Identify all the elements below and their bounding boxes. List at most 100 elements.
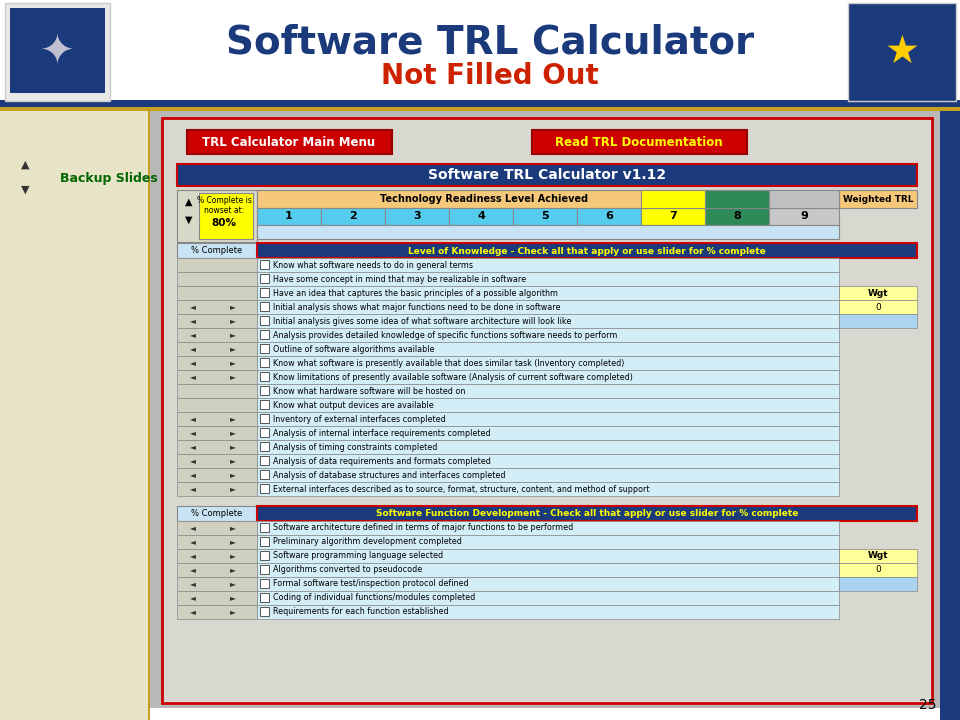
Bar	[839, 286, 917, 300]
Bar	[260, 386, 269, 395]
Text: ►: ►	[230, 317, 236, 325]
Bar	[162, 118, 932, 703]
Text: ►: ►	[230, 608, 236, 616]
Text: Read TRL Documentation: Read TRL Documentation	[555, 135, 723, 148]
Bar	[177, 300, 257, 314]
Text: Analysis of database structures and interfaces completed: Analysis of database structures and inte…	[273, 470, 506, 480]
Bar	[177, 243, 257, 258]
Text: ★: ★	[884, 33, 920, 71]
Text: ◄: ◄	[190, 608, 196, 616]
Text: ◄: ◄	[190, 302, 196, 312]
Bar	[257, 356, 839, 370]
Bar	[177, 314, 257, 328]
Bar	[260, 579, 269, 588]
Text: % Complete: % Complete	[191, 246, 243, 254]
Bar	[260, 274, 269, 283]
Text: ◄: ◄	[190, 552, 196, 560]
Bar	[705, 190, 769, 208]
Bar	[848, 3, 956, 101]
Bar	[257, 440, 839, 454]
Bar	[177, 272, 257, 286]
Bar	[177, 328, 257, 342]
Bar	[257, 314, 839, 328]
Text: ✦: ✦	[39, 31, 75, 73]
Text: Coding of individual functions/modules completed: Coding of individual functions/modules c…	[273, 593, 475, 603]
Bar	[187, 130, 392, 154]
Text: 7: 7	[669, 211, 677, 221]
Text: Software architecture defined in terms of major functions to be performed: Software architecture defined in terms o…	[273, 523, 573, 533]
Text: ◄: ◄	[190, 456, 196, 466]
Text: 6: 6	[605, 211, 612, 221]
Bar	[150, 111, 940, 708]
Text: Weighted TRL: Weighted TRL	[843, 194, 913, 204]
Bar	[177, 384, 257, 398]
Bar	[260, 414, 269, 423]
Bar	[177, 549, 257, 563]
Bar	[199, 193, 253, 239]
Text: Have some concept in mind that may be realizable in software: Have some concept in mind that may be re…	[273, 274, 526, 284]
Bar	[839, 577, 917, 591]
Text: ◄: ◄	[190, 523, 196, 533]
Bar	[839, 314, 917, 328]
Bar	[177, 577, 257, 591]
Bar	[257, 591, 839, 605]
Bar	[260, 302, 269, 311]
Bar	[260, 442, 269, 451]
Bar	[177, 605, 257, 619]
Text: Initial analysis gives some idea of what software architecture will look like: Initial analysis gives some idea of what…	[273, 317, 571, 325]
Text: ►: ►	[230, 538, 236, 546]
Bar	[705, 208, 769, 225]
Text: Analysis of timing constraints completed: Analysis of timing constraints completed	[273, 443, 438, 451]
Text: Software programming language selected: Software programming language selected	[273, 552, 444, 560]
Bar	[177, 468, 257, 482]
Text: Wgt: Wgt	[868, 289, 888, 297]
Text: ►: ►	[230, 565, 236, 575]
Text: Inventory of external interfaces completed: Inventory of external interfaces complet…	[273, 415, 445, 423]
Bar	[257, 549, 839, 563]
Bar	[0, 111, 148, 720]
Text: ◄: ◄	[190, 344, 196, 354]
Bar	[260, 400, 269, 409]
Text: 80%: 80%	[211, 218, 236, 228]
Bar	[513, 208, 577, 225]
Bar	[177, 164, 917, 186]
Text: ►: ►	[230, 428, 236, 438]
Text: 5: 5	[541, 211, 549, 221]
Text: ▼: ▼	[185, 215, 193, 225]
Bar	[257, 535, 839, 549]
Bar	[257, 300, 839, 314]
Bar	[641, 190, 705, 208]
Bar	[260, 456, 269, 465]
Text: ►: ►	[230, 330, 236, 340]
Text: ►: ►	[230, 485, 236, 493]
Bar	[260, 484, 269, 493]
Text: ►: ►	[230, 372, 236, 382]
Bar	[257, 225, 839, 239]
Text: Formal software test/inspection protocol defined: Formal software test/inspection protocol…	[273, 580, 468, 588]
Text: Algorithms converted to pseudocode: Algorithms converted to pseudocode	[273, 565, 422, 575]
Bar	[177, 412, 257, 426]
Text: ▲: ▲	[21, 160, 29, 170]
Text: 0: 0	[876, 565, 881, 575]
Bar	[257, 563, 839, 577]
Bar	[257, 412, 839, 426]
Text: Analysis provides detailed knowledge of specific functions software needs to per: Analysis provides detailed knowledge of …	[273, 330, 617, 340]
Bar	[257, 342, 839, 356]
Text: ◄: ◄	[190, 330, 196, 340]
Bar	[385, 208, 449, 225]
Bar	[257, 243, 917, 258]
Bar	[177, 454, 257, 468]
Bar	[10, 8, 105, 93]
Bar	[177, 521, 257, 535]
Bar	[257, 272, 839, 286]
Text: ▼: ▼	[21, 185, 29, 195]
Text: Outline of software algorithms available: Outline of software algorithms available	[273, 344, 435, 354]
Text: ◄: ◄	[190, 428, 196, 438]
Bar	[177, 342, 257, 356]
Text: ◄: ◄	[190, 470, 196, 480]
Text: Not Filled Out: Not Filled Out	[381, 62, 599, 90]
Text: ►: ►	[230, 593, 236, 603]
Bar	[260, 593, 269, 602]
Bar	[257, 208, 321, 225]
Bar	[260, 260, 269, 269]
